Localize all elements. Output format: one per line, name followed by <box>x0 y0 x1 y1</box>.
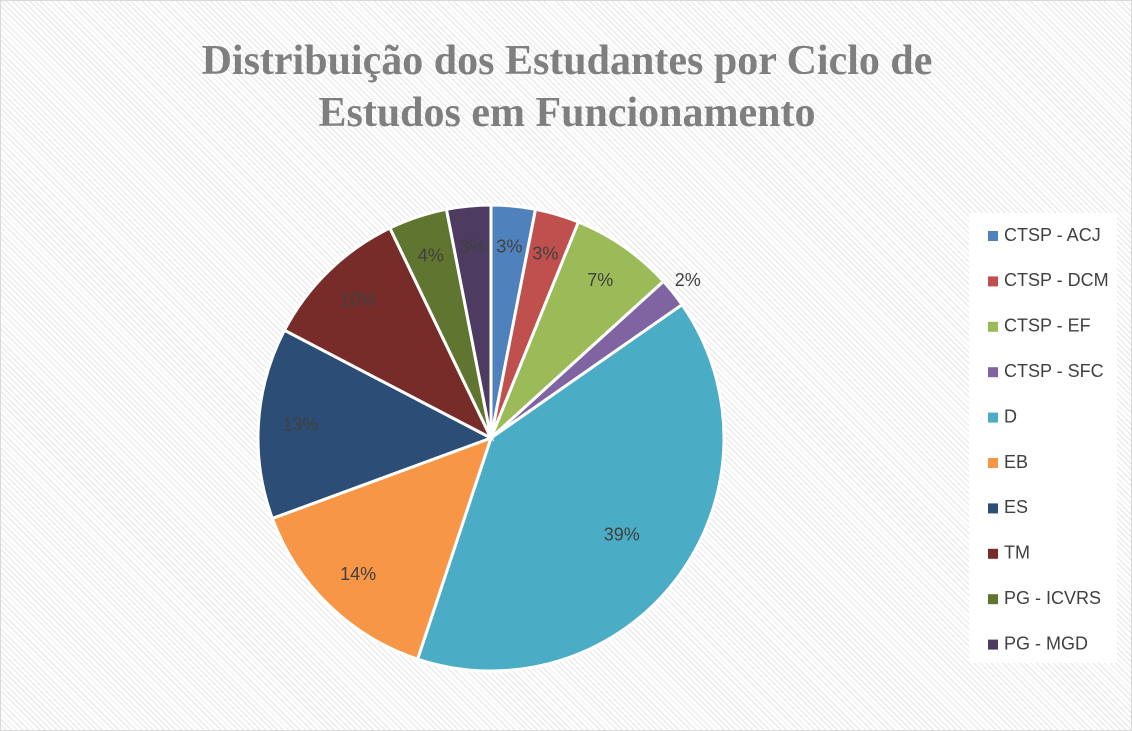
pie-slice <box>489 220 666 440</box>
pie-slice <box>282 226 495 442</box>
legend-label: D <box>1004 406 1017 426</box>
legend-label: ES <box>1004 497 1028 517</box>
legend-swatch <box>988 594 998 605</box>
data-label: 14% <box>340 564 376 584</box>
data-label: 4% <box>418 245 444 265</box>
legend-swatch <box>988 458 998 468</box>
legend-swatch <box>988 412 998 423</box>
legend-label: CTSP - EF <box>1004 316 1091 336</box>
legend-swatch <box>988 548 998 559</box>
legend-swatch <box>988 503 998 514</box>
legend-swatch <box>988 367 998 378</box>
data-label: 2% <box>675 270 701 290</box>
legend-swatch <box>988 231 998 241</box>
pie-slice <box>270 435 494 662</box>
legend-label: CTSP - DCM <box>1004 270 1109 290</box>
legend-swatch <box>988 639 998 650</box>
data-label: 3% <box>460 237 486 257</box>
pie-slice <box>415 302 726 673</box>
legend-label: EB <box>1004 452 1028 472</box>
legend-swatch <box>988 276 998 287</box>
legend-background <box>969 213 1117 663</box>
legend-label: CTSP - SFC <box>1004 361 1104 381</box>
data-label: 7% <box>587 270 613 290</box>
chart-title: Distribuição dos Estudantes por Ciclo de… <box>201 38 933 136</box>
data-label: 39% <box>604 524 640 544</box>
legend-swatch <box>988 321 998 332</box>
legend-label: CTSP - ACJ <box>1004 225 1101 245</box>
data-label: 3% <box>496 237 522 257</box>
data-label: 13% <box>282 415 318 435</box>
legend-label: PG - MGD <box>1004 633 1088 653</box>
pie-slice <box>256 328 495 521</box>
legend-label: TM <box>1004 543 1030 563</box>
data-label: 10% <box>340 290 376 310</box>
data-label: 3% <box>532 244 558 264</box>
pie-slice <box>444 203 493 439</box>
legend-label: PG - ICVRS <box>1004 588 1101 608</box>
